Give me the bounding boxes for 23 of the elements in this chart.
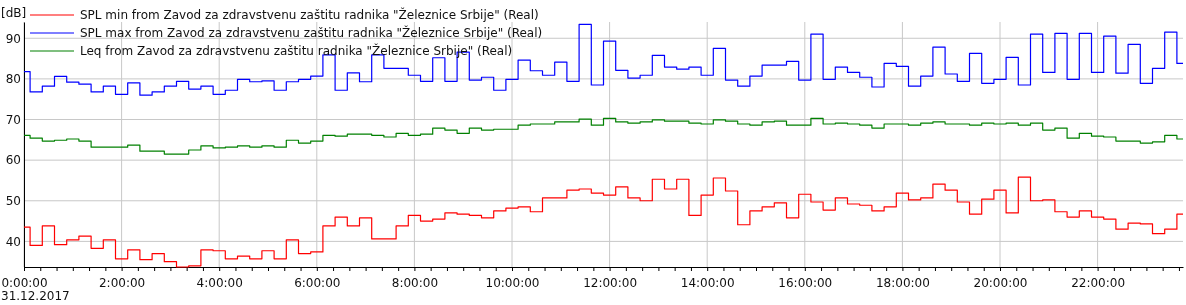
y-tick-label: 90 <box>5 31 21 46</box>
y-tick-label: 60 <box>5 153 21 168</box>
x-tick-label: 6:00:00 <box>294 276 341 291</box>
y-axis-title: [dB] <box>1 6 27 20</box>
text: 31.12.2017 <box>1 289 70 303</box>
x-tick-label: 10:00:00 <box>485 276 540 291</box>
x-tick-label: 20:00:00 <box>973 276 1028 291</box>
legend-label: SPL max from Zavod za zdravstvenu zaštitu radnika "Železnice Srbije" (Real) <box>80 25 543 40</box>
x-tick-label: 22:00:00 <box>1071 276 1126 291</box>
y-tick-label: 40 <box>5 234 21 249</box>
x-tick-label: 16:00:00 <box>778 276 833 291</box>
x-tick-label: 8:00:00 <box>391 276 439 291</box>
y-tick-label: 80 <box>5 72 21 87</box>
x-tick-label: 4:00:00 <box>196 276 243 291</box>
legend-label: SPL min from Zavod za zdravstvenu zaštitu radnika "Železnice Srbije" (Real) <box>80 7 539 22</box>
x-tick-label: 18:00:00 <box>875 276 930 291</box>
y-tick-label: 70 <box>5 112 21 127</box>
y-tick-label: 50 <box>5 194 21 209</box>
x-tick-label: 2:00:00 <box>98 276 146 291</box>
x-tick-label: 12:00:00 <box>583 276 638 291</box>
legend-label: Leq from Zavod za zdravstvenu zaštitu radnika "Železnice Srbije" (Real) <box>80 43 513 58</box>
x-tick-label: 0:00:00 <box>1 276 48 291</box>
x-tick-label: 14:00:00 <box>680 276 735 291</box>
